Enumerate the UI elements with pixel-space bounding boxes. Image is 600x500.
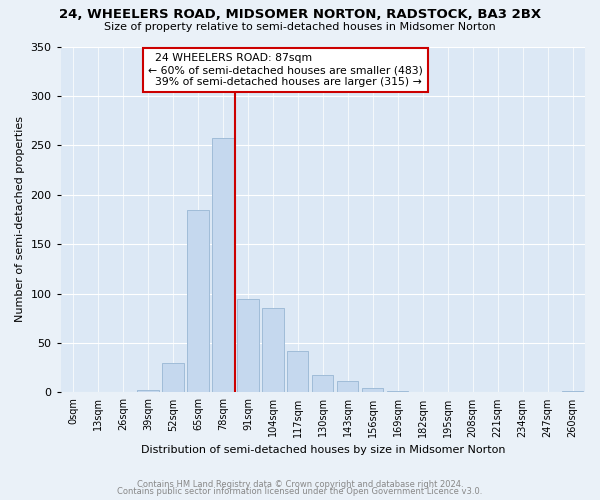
Bar xyxy=(287,351,308,393)
Text: Contains HM Land Registry data © Crown copyright and database right 2024.: Contains HM Land Registry data © Crown c… xyxy=(137,480,463,489)
Text: 24 WHEELERS ROAD: 87sqm  
← 60% of semi-detached houses are smaller (483)
  39% : 24 WHEELERS ROAD: 87sqm ← 60% of semi-de… xyxy=(148,54,423,86)
Bar xyxy=(212,138,233,392)
Bar xyxy=(163,363,184,392)
Text: Contains public sector information licensed under the Open Government Licence v3: Contains public sector information licen… xyxy=(118,487,482,496)
Bar xyxy=(362,388,383,392)
Bar xyxy=(238,298,259,392)
Bar xyxy=(187,210,209,392)
Bar xyxy=(312,374,334,392)
Bar xyxy=(337,380,358,392)
Text: Size of property relative to semi-detached houses in Midsomer Norton: Size of property relative to semi-detach… xyxy=(104,22,496,32)
X-axis label: Distribution of semi-detached houses by size in Midsomer Norton: Distribution of semi-detached houses by … xyxy=(140,445,505,455)
Bar xyxy=(137,390,159,392)
Y-axis label: Number of semi-detached properties: Number of semi-detached properties xyxy=(15,116,25,322)
Bar xyxy=(262,308,284,392)
Text: 24, WHEELERS ROAD, MIDSOMER NORTON, RADSTOCK, BA3 2BX: 24, WHEELERS ROAD, MIDSOMER NORTON, RADS… xyxy=(59,8,541,20)
